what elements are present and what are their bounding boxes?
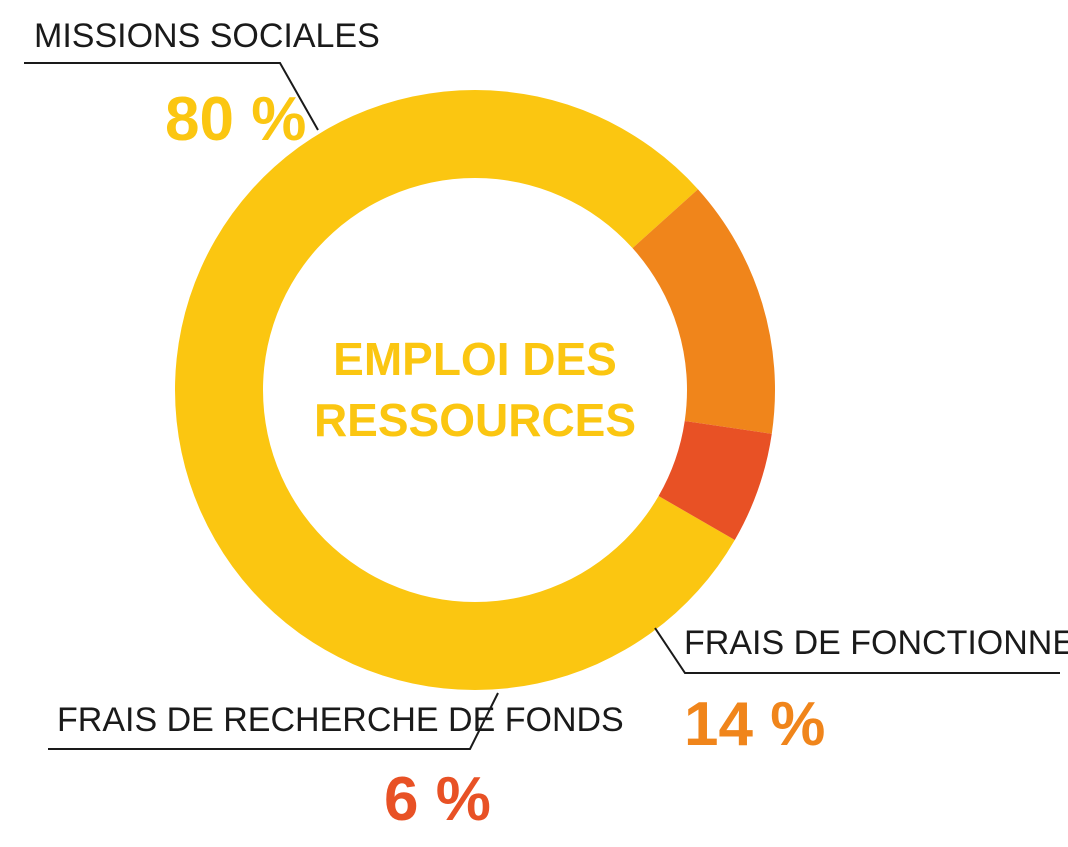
donut-slice-missions-sociales	[175, 89, 735, 691]
donut-slice-frais-de-fonctionnement	[632, 189, 775, 434]
slice-label-frais-de-fonctionnement: FRAIS DE FONCTIONNEMENT	[684, 624, 1068, 662]
leader-line-missions-sociales	[24, 62, 319, 131]
chart-title-line-2: RESSOURCES	[314, 394, 636, 446]
donut-slices	[175, 89, 775, 691]
leader-line-frais-de-recherche-de-fonds	[48, 692, 499, 750]
slice-label-frais-de-recherche-de-fonds: FRAIS DE RECHERCHE DE FONDS	[57, 701, 624, 739]
callout-missions-sociales: MISSIONS SOCIALES 80 %	[24, 17, 380, 154]
donut-slice-frais-de-recherche-de-fonds	[658, 420, 772, 540]
callout-frais-de-recherche-de-fonds: FRAIS DE RECHERCHE DE FONDS 6 %	[48, 692, 624, 834]
slice-value-frais-de-fonctionnement: 14 %	[684, 690, 825, 759]
leader-line-frais-de-fonctionnement	[654, 627, 1060, 674]
callout-frais-de-fonctionnement: FRAIS DE FONCTIONNEMENT 14 %	[654, 624, 1068, 759]
slice-label-missions-sociales: MISSIONS SOCIALES	[34, 17, 380, 55]
slice-value-frais-de-recherche-de-fonds: 6 %	[384, 765, 491, 834]
slice-value-missions-sociales: 80 %	[165, 85, 306, 154]
chart-title-line-1: EMPLOI DES	[333, 333, 617, 385]
